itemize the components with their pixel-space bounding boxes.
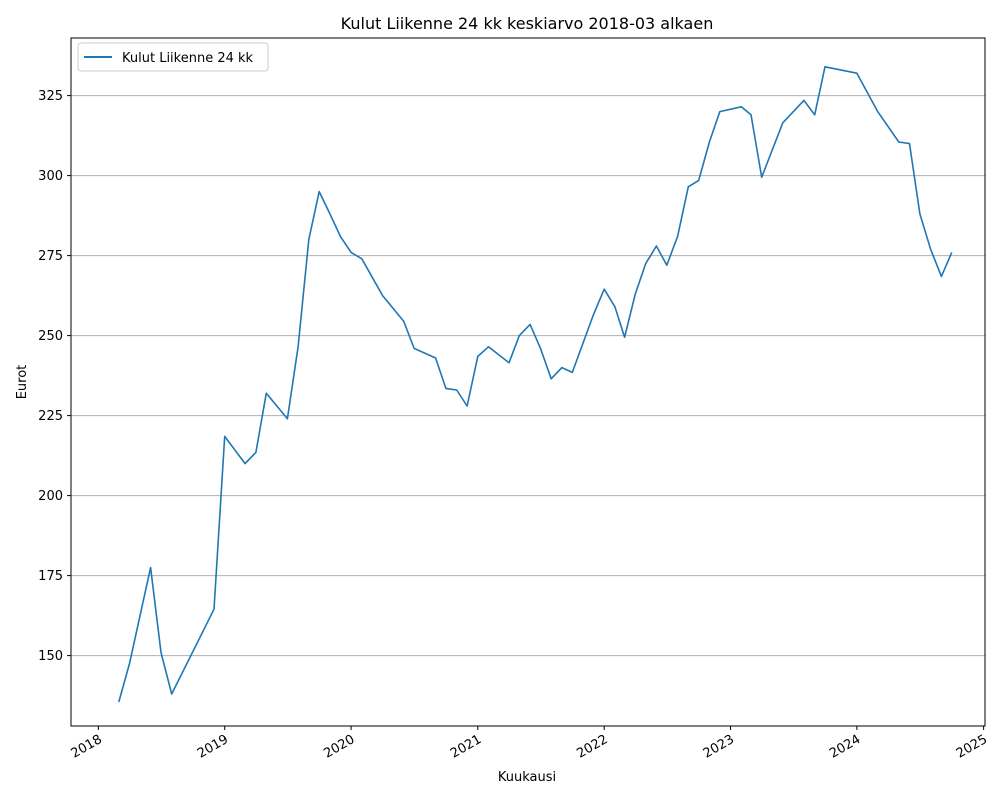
- y-tick-label: 275: [38, 249, 63, 264]
- y-tick-label: 150: [38, 649, 63, 664]
- y-tick-label: 250: [38, 329, 63, 344]
- y-tick-label: 175: [38, 569, 63, 584]
- legend-label: Kulut Liikenne 24 kk: [122, 51, 254, 66]
- grid-lines: [71, 95, 985, 657]
- chart-title: Kulut Liikenne 24 kk keskiarvo 2018-03 a…: [341, 14, 714, 33]
- y-tick-label: 325: [38, 89, 63, 104]
- y-tick-label: 300: [38, 169, 63, 184]
- plot-area-frame: [70, 37, 986, 727]
- series-layer: [118, 66, 953, 703]
- legend-box: [77, 42, 269, 72]
- y-tick-label: 200: [38, 489, 63, 504]
- y-axis-label: Eurot: [15, 365, 30, 400]
- series-line-0: [118, 66, 953, 703]
- legend: Kulut Liikenne 24 kk: [77, 42, 269, 72]
- x-axis-label: Kuukausi: [498, 770, 556, 785]
- y-tick-label: 225: [38, 409, 63, 424]
- y-axis-ticks: 150 175 200 225 250 275 300 325: [38, 89, 71, 664]
